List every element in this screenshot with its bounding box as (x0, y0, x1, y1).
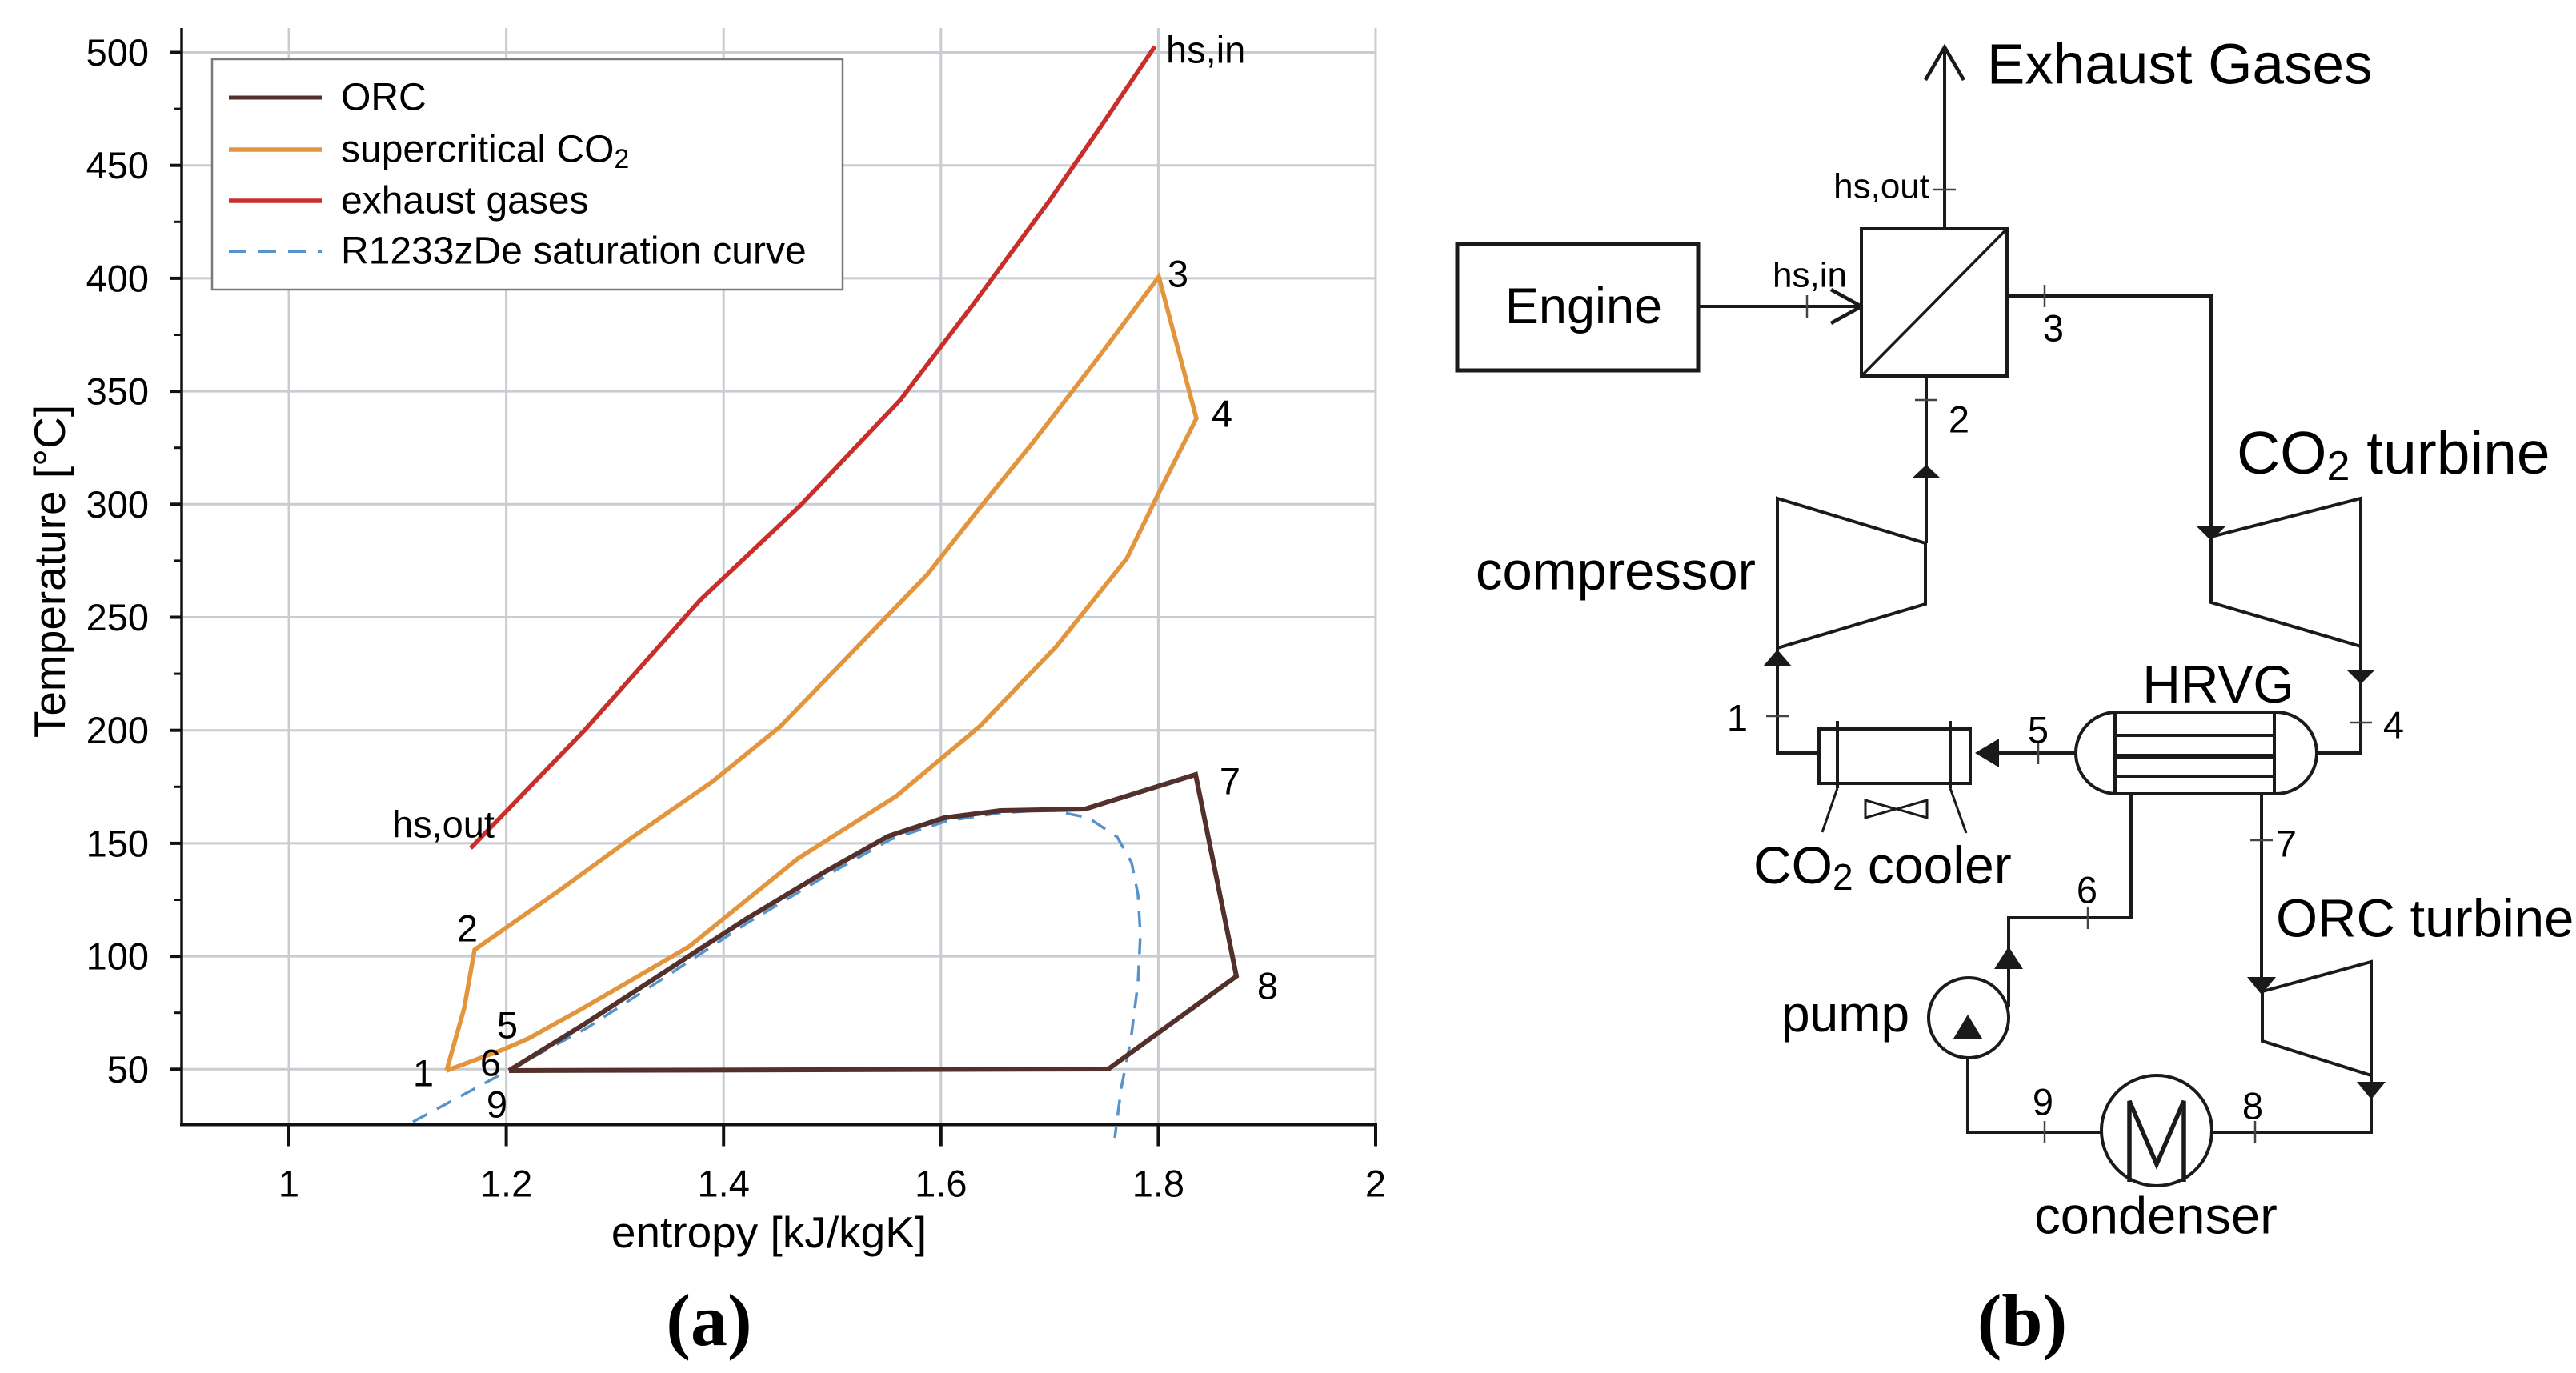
svg-text:8: 8 (1257, 965, 1278, 1007)
svg-text:hs,out: hs,out (392, 803, 495, 846)
svg-text:Exhaust Gases: Exhaust Gases (1987, 34, 2372, 97)
svg-text:CO2 cooler: CO2 cooler (1753, 835, 2012, 898)
svg-text:4: 4 (1212, 393, 1232, 435)
svg-text:200: 200 (86, 709, 149, 751)
svg-text:3: 3 (1168, 253, 1188, 295)
svg-text:1.4: 1.4 (698, 1163, 750, 1205)
svg-text:(a): (a) (666, 1279, 751, 1361)
svg-text:5: 5 (497, 1004, 518, 1047)
svg-text:ORC turbine: ORC turbine (2276, 889, 2574, 949)
svg-text:350: 350 (86, 370, 149, 413)
svg-text:compressor: compressor (1476, 542, 1756, 602)
svg-text:ORC: ORC (341, 77, 427, 119)
svg-text:8: 8 (2242, 1085, 2263, 1127)
svg-text:CO2 turbine: CO2 turbine (2237, 419, 2550, 490)
svg-text:7: 7 (2276, 823, 2297, 865)
svg-text:7: 7 (1220, 760, 1240, 803)
svg-text:150: 150 (86, 822, 149, 864)
svg-text:1.2: 1.2 (480, 1163, 532, 1205)
svg-text:500: 500 (86, 31, 149, 74)
svg-text:entropy [kJ/kgK]: entropy [kJ/kgK] (611, 1207, 927, 1257)
svg-text:1: 1 (1727, 697, 1748, 739)
svg-text:3: 3 (2043, 307, 2064, 350)
svg-text:9: 9 (2033, 1081, 2053, 1123)
svg-text:hs,in: hs,in (1773, 256, 1847, 295)
svg-text:6: 6 (2077, 869, 2097, 911)
svg-text:1.6: 1.6 (915, 1163, 967, 1205)
svg-text:1: 1 (278, 1163, 299, 1205)
svg-text:1.8: 1.8 (1132, 1163, 1184, 1205)
svg-text:250: 250 (86, 596, 149, 638)
svg-text:exhaust gases: exhaust gases (341, 180, 589, 222)
svg-text:2: 2 (1365, 1163, 1386, 1205)
svg-text:2: 2 (1949, 398, 1969, 441)
svg-text:400: 400 (86, 257, 149, 299)
svg-text:5: 5 (2028, 709, 2049, 751)
svg-text:450: 450 (86, 144, 149, 186)
svg-text:HRVG: HRVG (2142, 654, 2294, 714)
svg-text:50: 50 (107, 1048, 149, 1091)
svg-text:hs,in: hs,in (1166, 29, 1245, 71)
svg-text:1: 1 (413, 1052, 434, 1095)
svg-text:(b): (b) (1977, 1279, 2067, 1361)
svg-text:condenser: condenser (2034, 1187, 2278, 1245)
svg-text:4: 4 (2383, 704, 2404, 747)
svg-text:300: 300 (86, 483, 149, 526)
svg-text:R1233zDe saturation curve: R1233zDe saturation curve (341, 230, 807, 273)
svg-text:Temperature [°C]: Temperature [°C] (25, 405, 74, 738)
svg-text:Engine: Engine (1505, 278, 1662, 334)
svg-text:pump: pump (1781, 985, 1909, 1043)
svg-text:2: 2 (457, 907, 478, 950)
svg-text:supercritical CO2: supercritical CO2 (341, 129, 629, 175)
svg-text:100: 100 (86, 935, 149, 978)
svg-text:9: 9 (487, 1083, 507, 1126)
svg-text:hs,out: hs,out (1833, 167, 1929, 206)
svg-text:6: 6 (480, 1042, 501, 1084)
